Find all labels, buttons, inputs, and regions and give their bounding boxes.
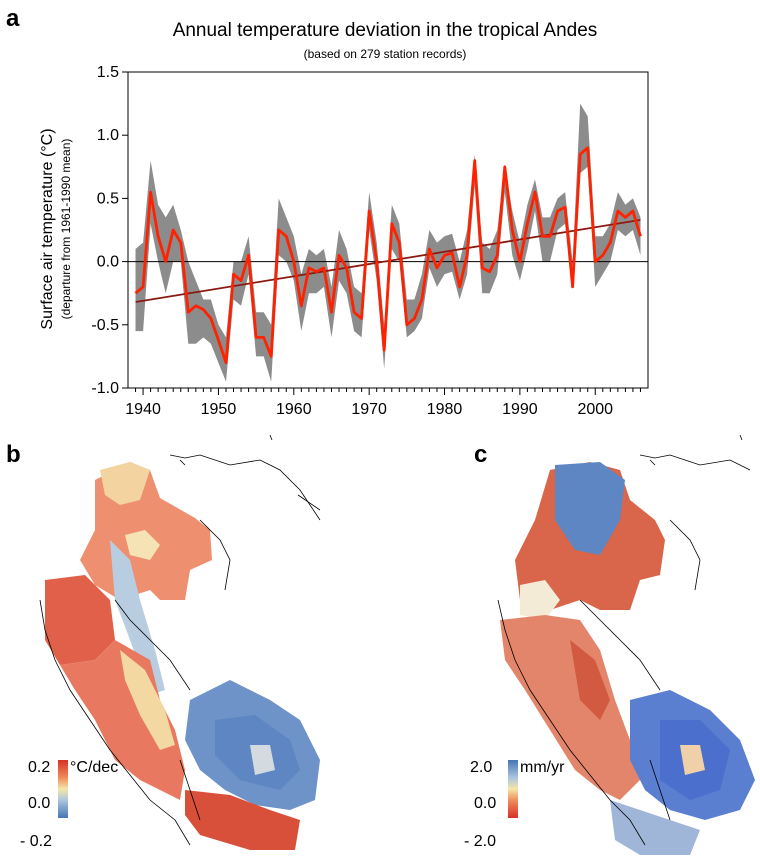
y-axis-sublabel: (departure from 1961-1990 mean) xyxy=(59,139,73,320)
x-tick-label: 1980 xyxy=(427,401,463,418)
y-axis: -1.0 -0.5 0.0 0.5 1.0 1.5 xyxy=(91,64,128,397)
y-tick-label: 0.0 xyxy=(97,254,119,271)
plot-area xyxy=(128,103,648,382)
legend-c-unit: mm/yr xyxy=(520,759,565,776)
chart-title: Annual temperature deviation in the trop… xyxy=(173,20,598,41)
plot-frame xyxy=(127,71,649,389)
temperature-trend-map xyxy=(39,434,321,850)
y-tick-label: -0.5 xyxy=(91,317,119,334)
panel-b: b 0.2 0.0 - 0.2 xyxy=(6,434,321,850)
legend-b-max: 0.2 xyxy=(28,759,50,776)
panel-label-b: b xyxy=(6,441,21,468)
panel-c: c 2.0 0.0 - 2.0 mm/yr xyxy=(464,434,755,855)
x-tick-label: 1940 xyxy=(125,401,161,418)
y-tick-label: 1.5 xyxy=(97,64,119,81)
legend-b-unit: °C/dec xyxy=(70,759,118,776)
x-tick-label: 2000 xyxy=(577,401,613,418)
x-axis: 1940 1950 1960 1970 1980 1990 2000 xyxy=(125,388,641,418)
precipitation-trend-map xyxy=(497,434,755,855)
y-tick-label: 1.0 xyxy=(97,127,119,144)
x-tick-label: 1950 xyxy=(201,401,237,418)
colorbar-b xyxy=(58,760,68,818)
x-tick-label: 1990 xyxy=(502,401,538,418)
uncertainty-band xyxy=(135,103,641,382)
legend-b-mid: 0.0 xyxy=(28,795,50,812)
legend-c-max: 2.0 xyxy=(470,759,492,776)
panel-label-c: c xyxy=(474,441,487,468)
x-tick-label: 1970 xyxy=(351,401,387,418)
colorbar-c xyxy=(508,760,518,818)
y-axis-label: Surface air temperature (°C) xyxy=(39,128,56,329)
y-tick-label: -1.0 xyxy=(91,380,119,397)
x-tick-label: 1960 xyxy=(276,401,312,418)
legend-c-min: - 2.0 xyxy=(464,833,496,850)
legend-b-min: - 0.2 xyxy=(20,833,52,850)
chart-subtitle: (based on 279 station records) xyxy=(304,47,467,61)
panel-a: a Annual temperature deviation in the tr… xyxy=(6,5,649,418)
y-tick-label: 0.5 xyxy=(97,190,119,207)
legend-c-mid: 0.0 xyxy=(474,795,496,812)
mean-temperature-line xyxy=(134,146,642,365)
trend-line xyxy=(135,218,641,303)
panel-label-a: a xyxy=(6,5,20,32)
